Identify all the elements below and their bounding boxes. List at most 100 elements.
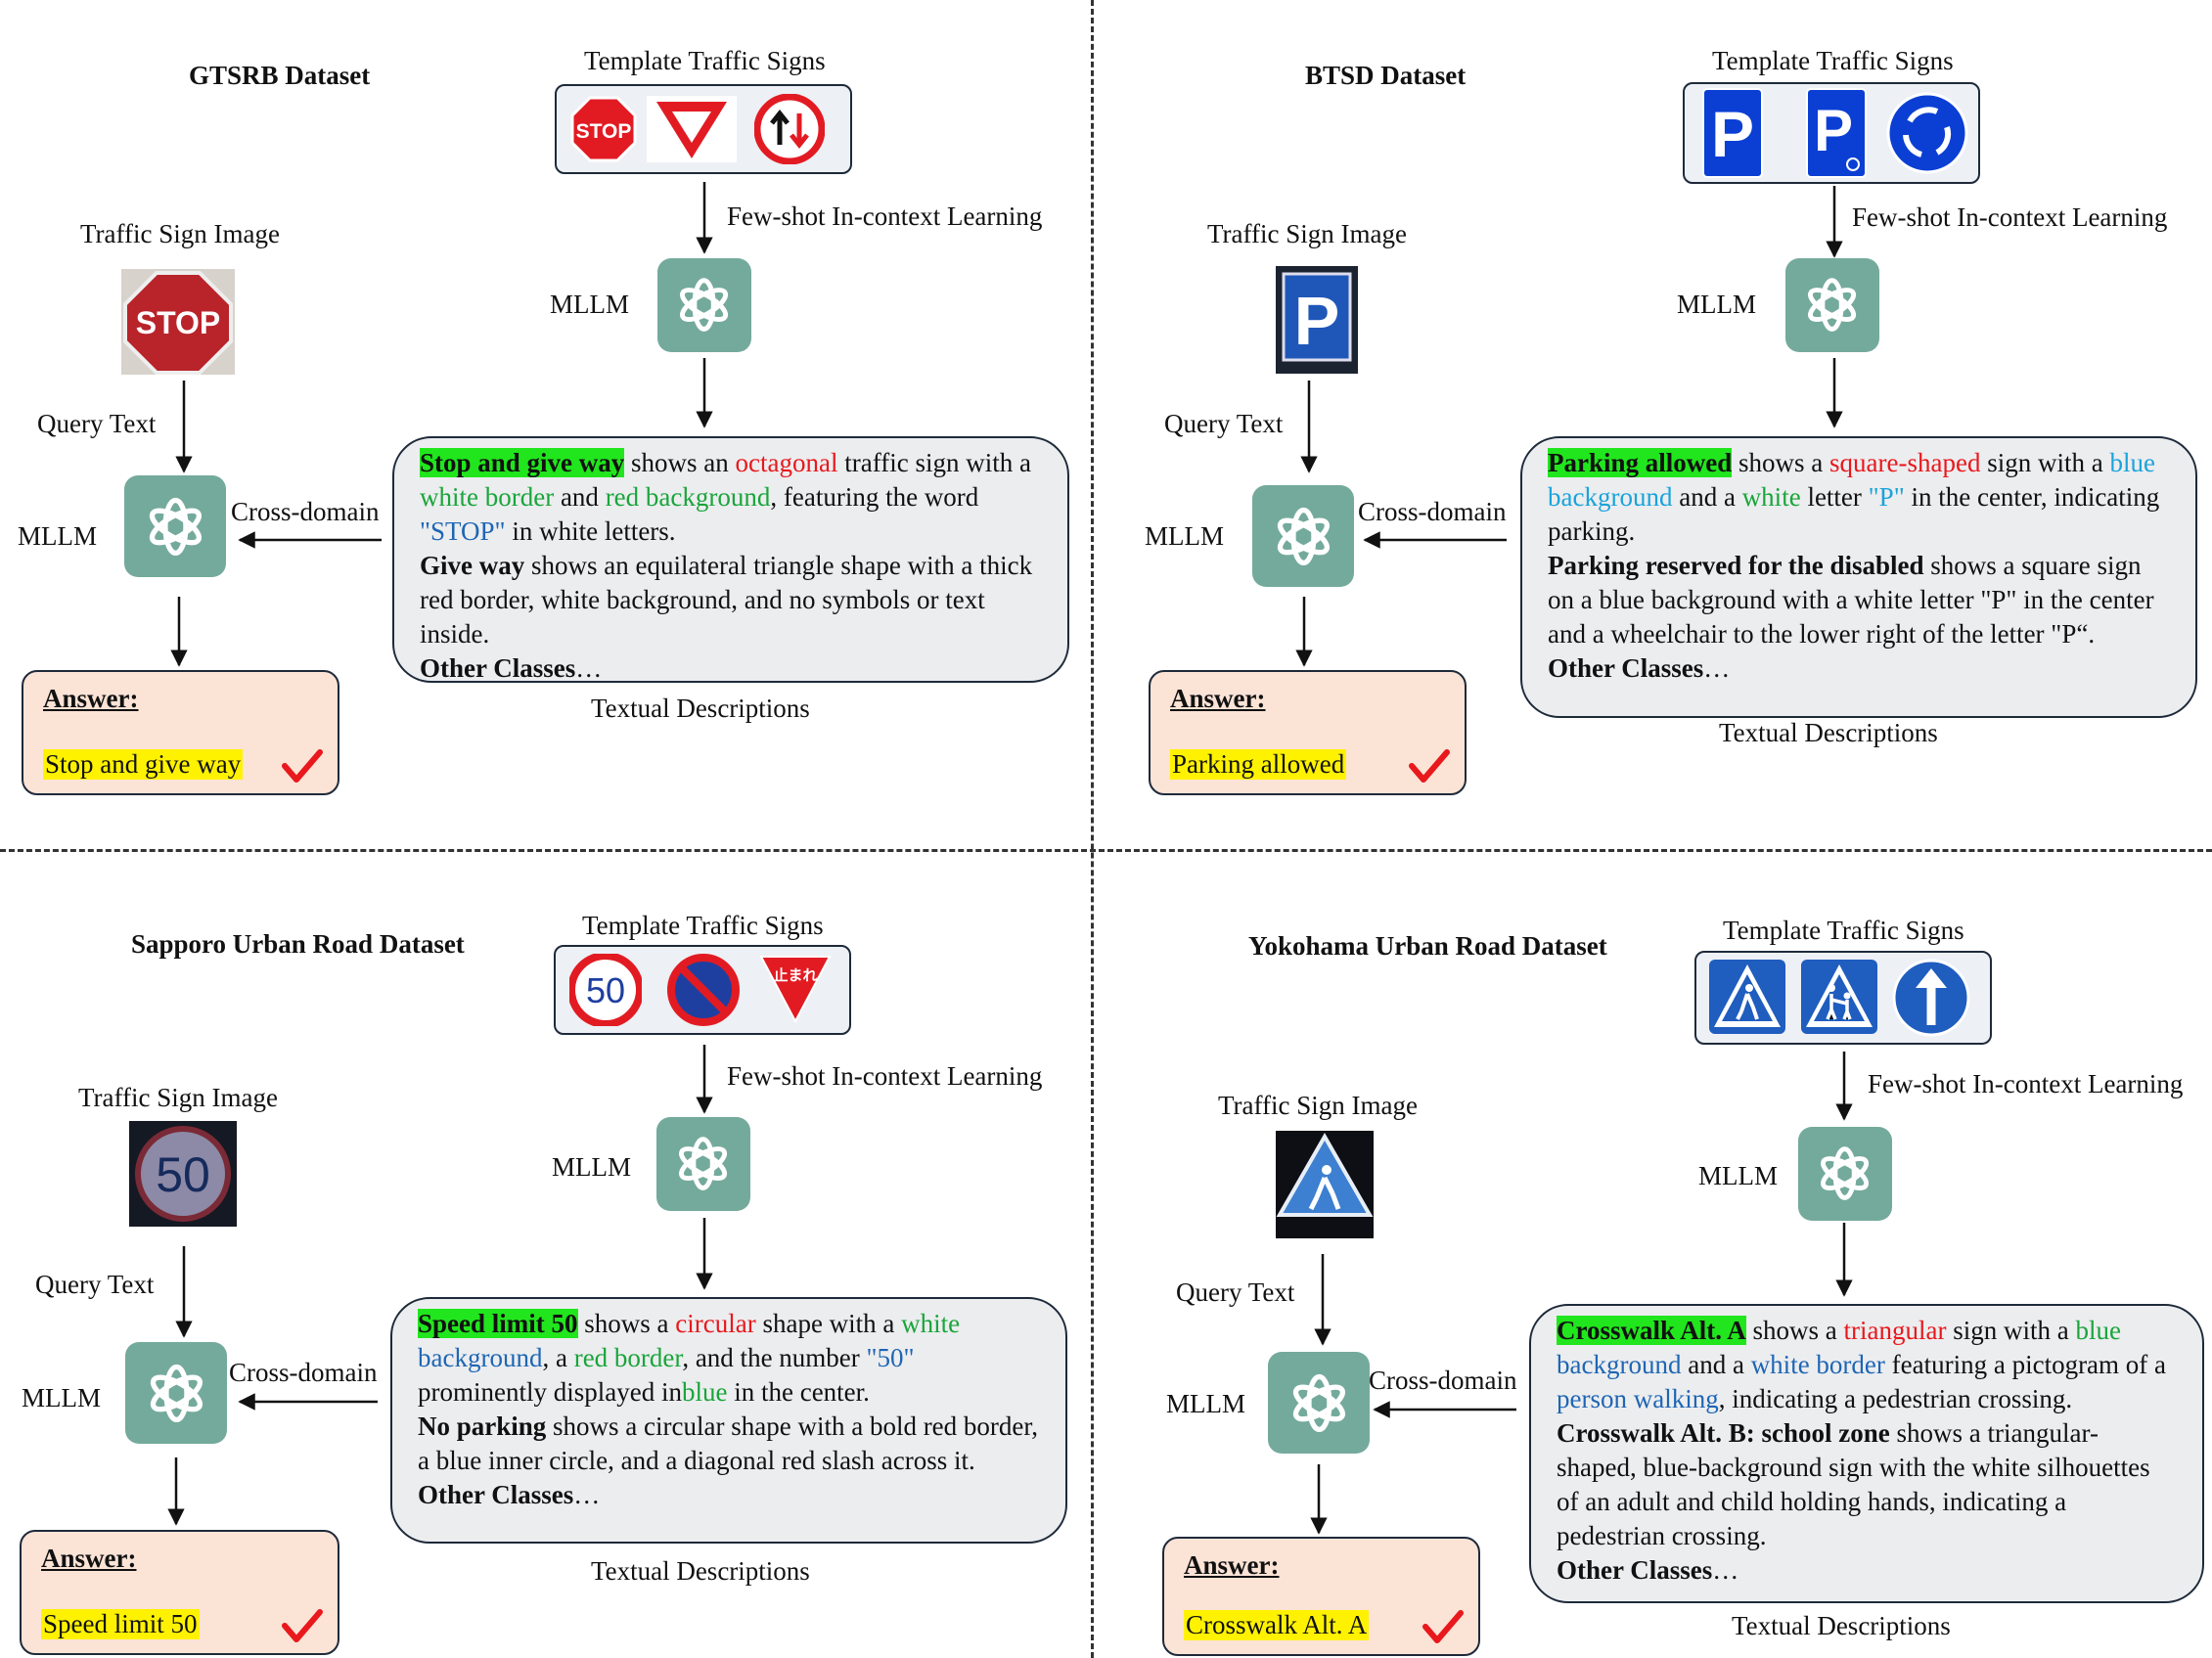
openai-icon (1808, 278, 1857, 333)
query-text-label: Query Text (35, 1270, 155, 1299)
desc-text: shows a triangular-shaped, blue-backgrou… (1557, 1418, 2150, 1550)
mllm-logo (125, 1342, 227, 1444)
class-name: Give way (420, 551, 525, 580)
mllm-label: MLLM (550, 290, 629, 319)
mllm-logo (657, 258, 751, 352)
answer-box: Answer: Crosswalk Alt. A (1162, 1537, 1480, 1656)
desc-text: shows a (1745, 1316, 1844, 1345)
few-shot-label: Few-shot In-context Learning (1868, 1069, 2184, 1098)
stop-sign-photo: STOP (121, 269, 235, 375)
answer-value: Parking allowed (1170, 749, 1347, 780)
svg-text:STOP: STOP (136, 305, 221, 340)
svg-text:STOP: STOP (576, 120, 632, 143)
answer-box: Answer: Stop and give way (22, 670, 339, 795)
speed-number: 50 (156, 1147, 210, 1202)
class-name: No parking (418, 1412, 547, 1441)
desc-color: background (418, 1343, 543, 1372)
desc-text: and (554, 482, 606, 512)
mllm-logo (124, 475, 226, 577)
template-signs-box (1694, 951, 1992, 1045)
class-name-highlight: Speed limit 50 (418, 1309, 578, 1338)
check-icon (282, 749, 323, 783)
stop-sign-icon: STOP (570, 96, 637, 162)
desc-text: shows a (577, 1309, 676, 1338)
openai-icon (1821, 1146, 1870, 1201)
other-classes: Other Classes (420, 653, 576, 683)
straight-only-icon (1892, 959, 1970, 1037)
crosswalk-photo (1276, 1131, 1374, 1238)
class-name: Parking reserved for the disabled (1548, 551, 1924, 580)
svg-text:P: P (1294, 283, 1340, 359)
desc-color: red background (605, 482, 771, 512)
cross-domain-label: Cross-domain (1358, 497, 1507, 526)
desc-text: , indicating a pedestrian crossing. (1718, 1384, 2073, 1413)
mllm-label: MLLM (1677, 290, 1756, 319)
desc-text: , and the number (682, 1343, 867, 1372)
traffic-sign-image-label: Traffic Sign Image (1207, 219, 1407, 248)
check-icon (1409, 749, 1450, 783)
textual-descriptions-label: Textual Descriptions (1719, 718, 1938, 747)
check-icon (282, 1609, 323, 1642)
textual-description-box: Parking allowed shows a square-shaped si… (1520, 436, 2197, 718)
desc-color: blue (2075, 1316, 2122, 1345)
answer-title: Answer: (1170, 684, 1266, 713)
desc-text: traffic sign with a (837, 448, 1031, 477)
desc-text: shape with a (755, 1309, 902, 1338)
desc-text: and a (1681, 1350, 1751, 1379)
answer-title: Answer: (1184, 1550, 1280, 1580)
class-name: Crosswalk Alt. B: school zone (1557, 1418, 1890, 1448)
ellipsis: … (575, 653, 603, 683)
openai-icon (1277, 507, 1330, 565)
parking-disabled-icon: P (1806, 88, 1867, 178)
traffic-sign-image-label: Traffic Sign Image (78, 1083, 278, 1112)
desc-color: white border (1750, 1350, 1885, 1379)
yield-triangle-icon (647, 96, 737, 162)
check-icon (1422, 1610, 1464, 1643)
no-parking-icon (667, 954, 740, 1026)
desc-color: white (901, 1309, 961, 1338)
query-text-label: Query Text (1176, 1277, 1295, 1307)
speed-limit-photo: 50 (129, 1121, 237, 1227)
other-classes: Other Classes (418, 1480, 574, 1509)
svg-text:P: P (1814, 98, 1853, 163)
desc-text: featuring a pictogram of a (1884, 1350, 2167, 1379)
few-shot-label: Few-shot In-context Learning (727, 202, 1043, 231)
mllm-label: MLLM (22, 1383, 101, 1412)
class-name-highlight: Stop and give way (420, 448, 625, 477)
desc-color: blue (681, 1377, 728, 1407)
textual-description-box: Stop and give way shows an octagonal tra… (392, 436, 1069, 683)
textual-description-box: Crosswalk Alt. A shows a triangular sign… (1529, 1304, 2204, 1603)
mllm-label: MLLM (1145, 521, 1224, 551)
parking-icon: P (1702, 88, 1763, 178)
answer-box: Answer: Speed limit 50 (20, 1530, 339, 1655)
traffic-sign-image-label: Traffic Sign Image (80, 219, 280, 248)
cross-domain-label: Cross-domain (229, 1358, 378, 1387)
speed-limit-50-icon: 50 (569, 954, 642, 1026)
desc-text: , featuring the word (770, 482, 979, 512)
desc-color: white (1741, 482, 1801, 512)
traffic-sign-image-label: Traffic Sign Image (1218, 1091, 1418, 1120)
query-text-label: Query Text (1164, 409, 1284, 438)
desc-text: sign with a (1946, 1316, 2076, 1345)
ellipsis: … (1712, 1555, 1739, 1585)
desc-color: blue background (1548, 448, 2155, 512)
answer-title: Answer: (41, 1544, 137, 1573)
desc-shape: octagonal (735, 448, 838, 477)
openai-icon (679, 1137, 728, 1191)
cross-domain-label: Cross-domain (1369, 1366, 1517, 1395)
class-name-highlight: Crosswalk Alt. A (1557, 1316, 1746, 1345)
other-classes: Other Classes (1548, 653, 1704, 683)
query-text-label: Query Text (37, 409, 157, 438)
openai-icon (150, 1364, 203, 1422)
mllm-label: MLLM (1166, 1389, 1245, 1418)
desc-text: in the center, indicating parking. (1548, 482, 2160, 546)
desc-symbol: person walking (1557, 1384, 1719, 1413)
textual-descriptions-label: Textual Descriptions (591, 694, 810, 723)
answer-value: Speed limit 50 (41, 1609, 200, 1639)
desc-shape: triangular (1843, 1316, 1947, 1345)
class-name-highlight: Parking allowed (1548, 448, 1733, 477)
template-label: Template Traffic Signs (1712, 46, 1954, 75)
desc-text: shows an (624, 448, 736, 477)
horizontal-divider (0, 849, 2212, 852)
